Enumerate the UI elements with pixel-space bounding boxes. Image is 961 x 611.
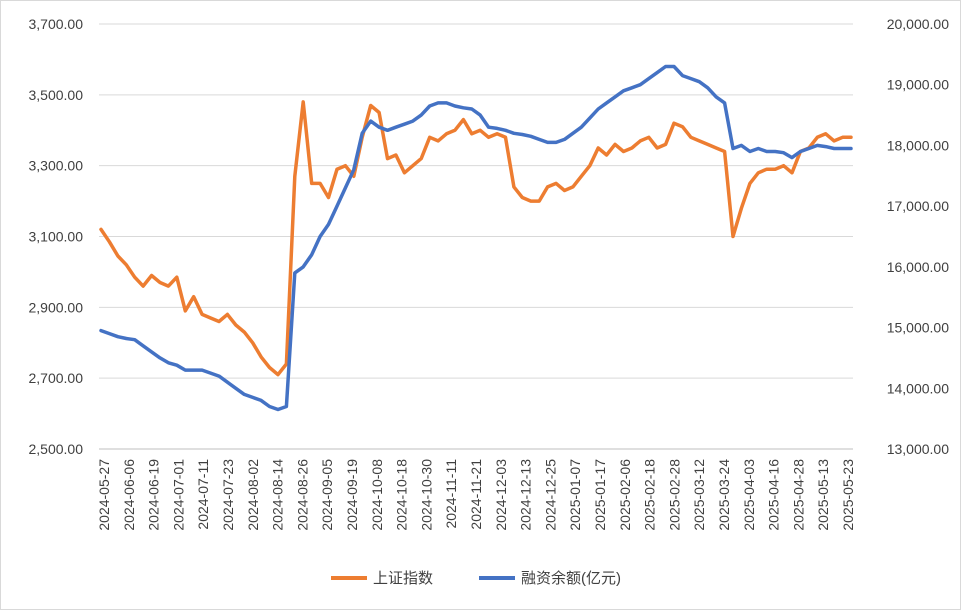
x-tick-label: 2024-12-25 (542, 459, 558, 531)
legend-label-1: 融资余额(亿元) (521, 569, 621, 587)
x-tick-label: 2024-06-19 (146, 459, 162, 531)
x-tick-label: 2025-02-18 (642, 459, 658, 531)
x-tick-label: 2025-01-07 (567, 459, 583, 531)
x-tick-label: 2024-05-27 (96, 459, 112, 531)
x-tick-label: 2024-07-11 (195, 459, 211, 530)
x-tick-label: 2025-04-16 (766, 459, 782, 531)
x-tick-label: 2025-03-12 (691, 459, 707, 531)
x-tick-label: 2024-11-21 (468, 459, 484, 530)
x-tick-label: 2024-10-08 (369, 459, 385, 531)
x-tick-label: 2024-07-23 (220, 459, 236, 531)
right-tick-label: 14,000.00 (887, 380, 949, 396)
x-tick-label: 2025-02-06 (617, 459, 633, 531)
x-tick-label: 2025-01-17 (592, 459, 608, 531)
left-tick-label: 3,500.00 (29, 87, 84, 103)
x-axis: 2024-05-27 2024-06-06 2024-06-19 2024-07-01… (96, 448, 856, 531)
x-tick-label: 2024-10-18 (394, 459, 410, 531)
series-lines (99, 64, 853, 412)
left-tick-label: 3,300.00 (29, 158, 84, 174)
right-tick-label: 15,000.00 (887, 320, 949, 336)
x-tick-label: 2024-12-13 (518, 459, 534, 531)
left-y-axis: 2,500.00 2,700.00 2,900.00 3,100.00 3,300.00… (29, 16, 84, 457)
left-tick-label: 2,500.00 (29, 441, 84, 457)
gridlines (99, 23, 853, 450)
x-tick-label: 2024-09-19 (344, 459, 360, 531)
right-tick-label: 17,000.00 (887, 198, 949, 214)
x-tick-label: 2025-04-03 (741, 459, 757, 531)
series-line-0 (99, 100, 853, 377)
left-tick-label: 2,900.00 (29, 299, 84, 315)
legend-label-0: 上证指数 (373, 570, 433, 587)
right-tick-label: 16,000.00 (887, 259, 949, 275)
right-tick-label: 20,000.00 (887, 16, 949, 32)
x-tick-label: 2025-05-23 (840, 459, 856, 531)
x-tick-label: 2024-10-30 (418, 459, 434, 531)
x-tick-label: 2025-05-13 (815, 459, 831, 531)
x-tick-label: 2024-09-05 (319, 459, 335, 531)
x-tick-label: 2024-11-11 (443, 459, 459, 529)
x-tick-label: 2024-08-14 (270, 459, 286, 531)
legend: 上证指数 融资余额(亿元) (331, 569, 621, 587)
x-tick-label: 2025-02-28 (666, 459, 682, 531)
left-tick-label: 2,700.00 (29, 370, 84, 386)
x-tick-label: 2024-06-06 (121, 459, 137, 531)
x-tick-label: 2024-08-26 (294, 459, 310, 531)
right-tick-label: 18,000.00 (887, 137, 949, 153)
right-tick-label: 13,000.00 (887, 441, 949, 457)
x-tick-label: 2024-08-02 (245, 459, 261, 531)
right-tick-label: 19,000.00 (887, 77, 949, 93)
left-tick-label: 3,700.00 (29, 16, 84, 32)
x-tick-label: 2025-03-24 (716, 459, 732, 531)
x-tick-label: 2024-12-03 (493, 459, 509, 531)
left-tick-label: 3,100.00 (29, 229, 84, 245)
series-line-1 (99, 64, 853, 412)
x-tick-label: 2024-07-01 (170, 459, 186, 531)
right-y-axis: 13,000.00 14,000.00 15,000.00 16,000.00 17,0… (887, 16, 949, 457)
x-tick-label: 2025-04-28 (790, 459, 806, 531)
